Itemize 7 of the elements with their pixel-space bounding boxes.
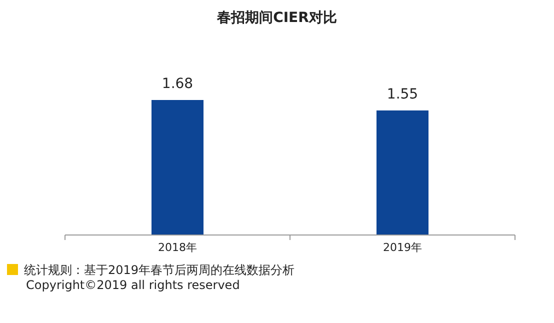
data-label: 1.68	[162, 76, 194, 92]
chart-title: 春招期间CIER对比	[216, 10, 337, 26]
data-label: 1.55	[386, 86, 418, 102]
text: 统计规则：基于2019年春节后两周的在线数据分析	[24, 263, 295, 277]
text: Copyright©2019 all rights reserved	[26, 278, 240, 292]
x-tick-label: 2018年	[158, 241, 197, 254]
x-tick-label: 2019年	[383, 241, 422, 254]
